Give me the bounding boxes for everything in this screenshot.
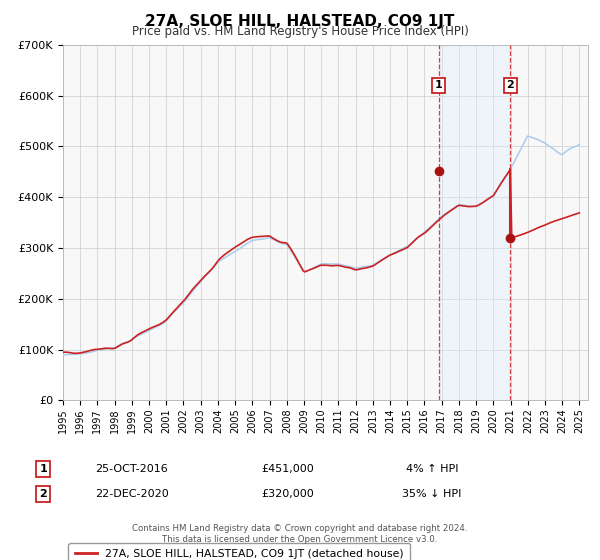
Text: Price paid vs. HM Land Registry's House Price Index (HPI): Price paid vs. HM Land Registry's House …: [131, 25, 469, 38]
Bar: [439, 45, 510, 400]
Text: 1: 1: [40, 464, 47, 474]
Text: 4% ↑ HPI: 4% ↑ HPI: [406, 464, 458, 474]
Text: 27A, SLOE HILL, HALSTEAD, CO9 1JT: 27A, SLOE HILL, HALSTEAD, CO9 1JT: [145, 14, 455, 29]
Text: Contains HM Land Registry data © Crown copyright and database right 2024.: Contains HM Land Registry data © Crown c…: [132, 524, 468, 533]
Text: 1: 1: [435, 81, 442, 91]
Text: 2: 2: [40, 489, 47, 499]
Text: 35% ↓ HPI: 35% ↓ HPI: [403, 489, 461, 499]
Text: £320,000: £320,000: [262, 489, 314, 499]
Text: This data is licensed under the Open Government Licence v3.0.: This data is licensed under the Open Gov…: [163, 535, 437, 544]
Text: £451,000: £451,000: [262, 464, 314, 474]
Legend: 27A, SLOE HILL, HALSTEAD, CO9 1JT (detached house), HPI: Average price, detached: 27A, SLOE HILL, HALSTEAD, CO9 1JT (detac…: [68, 543, 410, 560]
Text: 2: 2: [506, 81, 514, 91]
Text: 25-OCT-2016: 25-OCT-2016: [95, 464, 169, 474]
Text: 22-DEC-2020: 22-DEC-2020: [95, 489, 169, 499]
